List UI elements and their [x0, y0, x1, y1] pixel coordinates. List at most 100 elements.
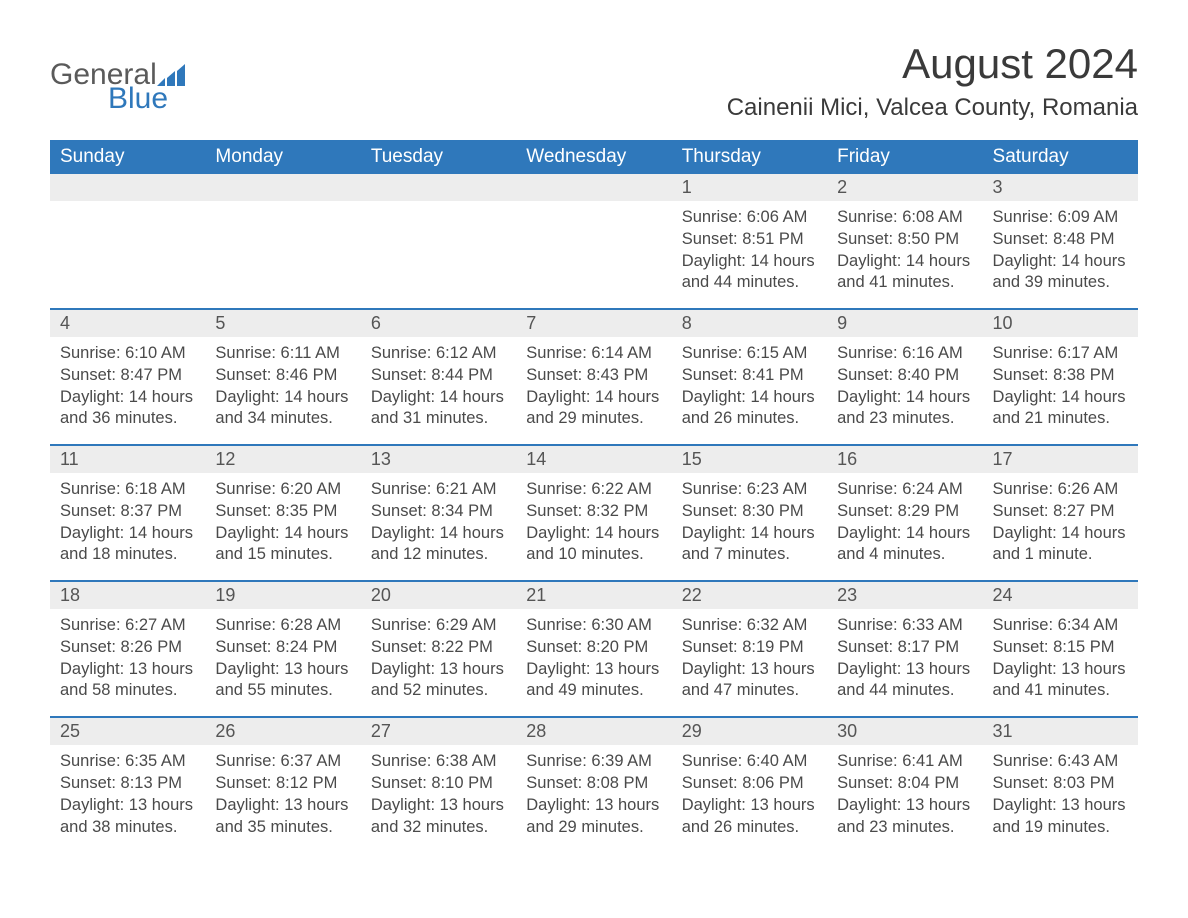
- sunset-text: Sunset: 8:26 PM: [60, 637, 195, 659]
- sunset-text: Sunset: 8:47 PM: [60, 365, 195, 387]
- day-content: Sunrise: 6:15 AMSunset: 8:41 PMDaylight:…: [672, 337, 827, 430]
- day-number: 4: [50, 310, 205, 337]
- day-number: 16: [827, 446, 982, 473]
- day-content: Sunrise: 6:34 AMSunset: 8:15 PMDaylight:…: [983, 609, 1138, 702]
- day-number: 23: [827, 582, 982, 609]
- logo: General Blue: [50, 40, 185, 116]
- week-row: 11Sunrise: 6:18 AMSunset: 8:37 PMDayligh…: [50, 444, 1138, 580]
- day-cell: 24Sunrise: 6:34 AMSunset: 8:15 PMDayligh…: [983, 582, 1138, 716]
- day-number: 5: [205, 310, 360, 337]
- sunset-text: Sunset: 8:08 PM: [526, 773, 661, 795]
- sunset-text: Sunset: 8:44 PM: [371, 365, 506, 387]
- day-cell: 20Sunrise: 6:29 AMSunset: 8:22 PMDayligh…: [361, 582, 516, 716]
- sunset-text: Sunset: 8:34 PM: [371, 501, 506, 523]
- day-content: Sunrise: 6:14 AMSunset: 8:43 PMDaylight:…: [516, 337, 671, 430]
- sunrise-text: Sunrise: 6:20 AM: [215, 479, 350, 501]
- sunset-text: Sunset: 8:40 PM: [837, 365, 972, 387]
- day-content: Sunrise: 6:29 AMSunset: 8:22 PMDaylight:…: [361, 609, 516, 702]
- day-content: Sunrise: 6:23 AMSunset: 8:30 PMDaylight:…: [672, 473, 827, 566]
- day-content: Sunrise: 6:37 AMSunset: 8:12 PMDaylight:…: [205, 745, 360, 838]
- day-cell: 8Sunrise: 6:15 AMSunset: 8:41 PMDaylight…: [672, 310, 827, 444]
- day-cell: 25Sunrise: 6:35 AMSunset: 8:13 PMDayligh…: [50, 718, 205, 852]
- day-content: Sunrise: 6:22 AMSunset: 8:32 PMDaylight:…: [516, 473, 671, 566]
- sunrise-text: Sunrise: 6:24 AM: [837, 479, 972, 501]
- daylight-text: Daylight: 13 hours and 47 minutes.: [682, 659, 817, 703]
- month-title: August 2024: [727, 40, 1138, 88]
- day-number: 11: [50, 446, 205, 473]
- sunrise-text: Sunrise: 6:35 AM: [60, 751, 195, 773]
- sunset-text: Sunset: 8:50 PM: [837, 229, 972, 251]
- daylight-text: Daylight: 14 hours and 21 minutes.: [993, 387, 1128, 431]
- day-cell: 6Sunrise: 6:12 AMSunset: 8:44 PMDaylight…: [361, 310, 516, 444]
- sunset-text: Sunset: 8:04 PM: [837, 773, 972, 795]
- sunrise-text: Sunrise: 6:32 AM: [682, 615, 817, 637]
- sunset-text: Sunset: 8:48 PM: [993, 229, 1128, 251]
- weekday-header: Thursday: [672, 140, 827, 174]
- day-number: 18: [50, 582, 205, 609]
- sunset-text: Sunset: 8:22 PM: [371, 637, 506, 659]
- day-cell: 27Sunrise: 6:38 AMSunset: 8:10 PMDayligh…: [361, 718, 516, 852]
- day-content: Sunrise: 6:28 AMSunset: 8:24 PMDaylight:…: [205, 609, 360, 702]
- day-content: Sunrise: 6:32 AMSunset: 8:19 PMDaylight:…: [672, 609, 827, 702]
- week-row: 4 Sunrise: 6:10 AMSunset: 8:47 PM Daylight…: [50, 308, 1138, 444]
- week-row: ....1Sunrise: 6:06 AMSunset: 8:51 PMDayl…: [50, 174, 1138, 308]
- daylight-text: Daylight: 14 hours and 23 minutes.: [837, 387, 972, 431]
- week-row: 25Sunrise: 6:35 AMSunset: 8:13 PMDayligh…: [50, 716, 1138, 852]
- sunrise-text: Sunrise: 6:37 AM: [215, 751, 350, 773]
- day-content: Sunrise: 6:16 AMSunset: 8:40 PMDaylight:…: [827, 337, 982, 430]
- day-number: 20: [361, 582, 516, 609]
- daylight-text: Daylight: 13 hours and 41 minutes.: [993, 659, 1128, 703]
- day-cell: 26Sunrise: 6:37 AMSunset: 8:12 PMDayligh…: [205, 718, 360, 852]
- day-content: Sunrise: 6:43 AMSunset: 8:03 PMDaylight:…: [983, 745, 1138, 838]
- sunrise-text: Sunrise: 6:38 AM: [371, 751, 506, 773]
- sunrise-text: Sunrise: 6:33 AM: [837, 615, 972, 637]
- sunrise-text: Sunrise: 6:23 AM: [682, 479, 817, 501]
- sunset-text: Sunset: 8:10 PM: [371, 773, 506, 795]
- weekday-header: Tuesday: [361, 140, 516, 174]
- daylight-text: Daylight: 13 hours and 26 minutes.: [682, 795, 817, 839]
- daylight-text: Daylight: 14 hours and 10 minutes.: [526, 523, 661, 567]
- sunrise-text: Sunrise: 6:10 AM: [60, 343, 195, 365]
- sunset-text: Sunset: 8:46 PM: [215, 365, 350, 387]
- day-content: Sunrise: 6:24 AMSunset: 8:29 PMDaylight:…: [827, 473, 982, 566]
- location-subtitle: Cainenii Mici, Valcea County, Romania: [727, 94, 1138, 122]
- weekday-header: Wednesday: [516, 140, 671, 174]
- sunrise-text: Sunrise: 6:08 AM: [837, 207, 972, 229]
- sunrise-text: Sunrise: 6:29 AM: [371, 615, 506, 637]
- sunset-text: Sunset: 8:03 PM: [993, 773, 1128, 795]
- day-cell: 18Sunrise: 6:27 AMSunset: 8:26 PMDayligh…: [50, 582, 205, 716]
- daylight-text: Daylight: 14 hours and 18 minutes.: [60, 523, 195, 567]
- day-number: .: [361, 174, 516, 201]
- sunrise-text: Sunrise: 6:39 AM: [526, 751, 661, 773]
- day-content: Sunrise: 6:12 AMSunset: 8:44 PMDaylight:…: [361, 337, 516, 430]
- day-cell: 23Sunrise: 6:33 AMSunset: 8:17 PMDayligh…: [827, 582, 982, 716]
- day-content: Sunrise: 6:18 AMSunset: 8:37 PMDaylight:…: [50, 473, 205, 566]
- sunrise-text: Sunrise: 6:21 AM: [371, 479, 506, 501]
- day-number: 21: [516, 582, 671, 609]
- week-row: 18Sunrise: 6:27 AMSunset: 8:26 PMDayligh…: [50, 580, 1138, 716]
- sunrise-text: Sunrise: 6:06 AM: [682, 207, 817, 229]
- sunset-text: Sunset: 8:37 PM: [60, 501, 195, 523]
- day-cell: 12Sunrise: 6:20 AMSunset: 8:35 PMDayligh…: [205, 446, 360, 580]
- daylight-text: Daylight: 14 hours and 7 minutes.: [682, 523, 817, 567]
- day-number: 14: [516, 446, 671, 473]
- day-content: Sunrise: 6:35 AMSunset: 8:13 PMDaylight:…: [50, 745, 205, 838]
- daylight-text: Daylight: 14 hours and 1 minute.: [993, 523, 1128, 567]
- day-cell: 28Sunrise: 6:39 AMSunset: 8:08 PMDayligh…: [516, 718, 671, 852]
- daylight-text: Daylight: 14 hours and 41 minutes.: [837, 251, 972, 295]
- sunset-text: Sunset: 8:13 PM: [60, 773, 195, 795]
- sunrise-text: Sunrise: 6:34 AM: [993, 615, 1128, 637]
- day-content: Sunrise: 6:26 AMSunset: 8:27 PMDaylight:…: [983, 473, 1138, 566]
- day-number: 12: [205, 446, 360, 473]
- sunrise-text: Sunrise: 6:16 AM: [837, 343, 972, 365]
- weekday-header: Monday: [205, 140, 360, 174]
- day-cell: 29Sunrise: 6:40 AMSunset: 8:06 PMDayligh…: [672, 718, 827, 852]
- day-content: Sunrise: 6:40 AMSunset: 8:06 PMDaylight:…: [672, 745, 827, 838]
- day-cell: 9Sunrise: 6:16 AMSunset: 8:40 PMDaylight…: [827, 310, 982, 444]
- day-content: Sunrise: 6:08 AMSunset: 8:50 PMDaylight:…: [827, 201, 982, 294]
- daylight-text: Daylight: 13 hours and 58 minutes.: [60, 659, 195, 703]
- day-content: Sunrise: 6:27 AMSunset: 8:26 PMDaylight:…: [50, 609, 205, 702]
- day-number: 25: [50, 718, 205, 745]
- daylight-text: Daylight: 14 hours and 12 minutes.: [371, 523, 506, 567]
- day-cell: 22Sunrise: 6:32 AMSunset: 8:19 PMDayligh…: [672, 582, 827, 716]
